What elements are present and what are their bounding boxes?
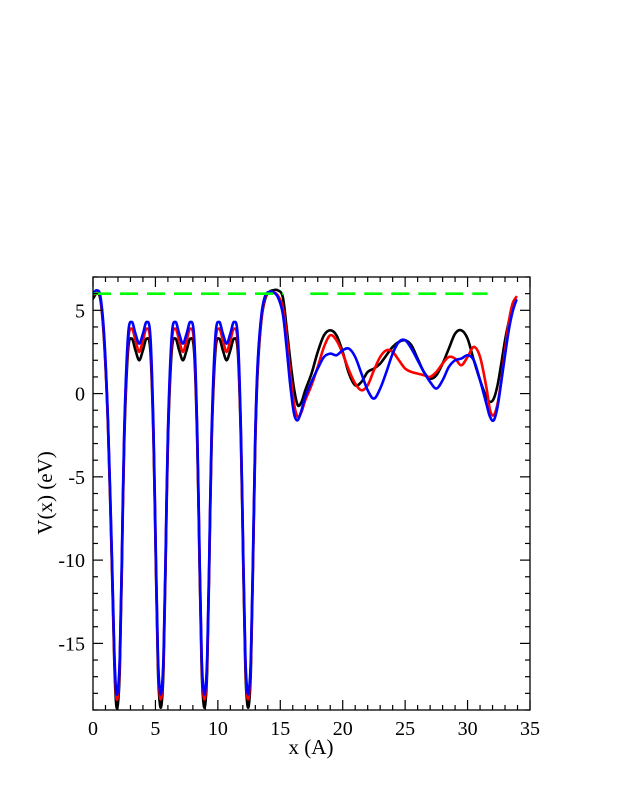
y-tick-label: -15 [58,633,85,655]
x-tick-label: 10 [208,718,228,740]
series-blue-line [93,288,518,697]
x-tick-label: 35 [520,718,540,740]
x-tick-label: 15 [270,718,290,740]
x-tick-label: 30 [458,718,478,740]
x-tick-label: 20 [333,718,353,740]
ticks-layer: 0 5 10 15 20 25 30 35 -15 -10 -5 0 5 [58,276,540,740]
series-layer [93,288,518,710]
x-tick-label: 5 [150,718,160,740]
y-tick-label: 0 [75,384,85,406]
x-tick-label: 0 [88,718,98,740]
y-tick-label: 5 [75,300,85,322]
y-tick-label: -5 [68,467,85,489]
x-axis-title: x (A) [289,735,334,759]
x-tick-label: 25 [395,718,415,740]
y-tick-label: -10 [58,550,85,572]
y-axis-title: V(x) (eV) [33,451,57,534]
